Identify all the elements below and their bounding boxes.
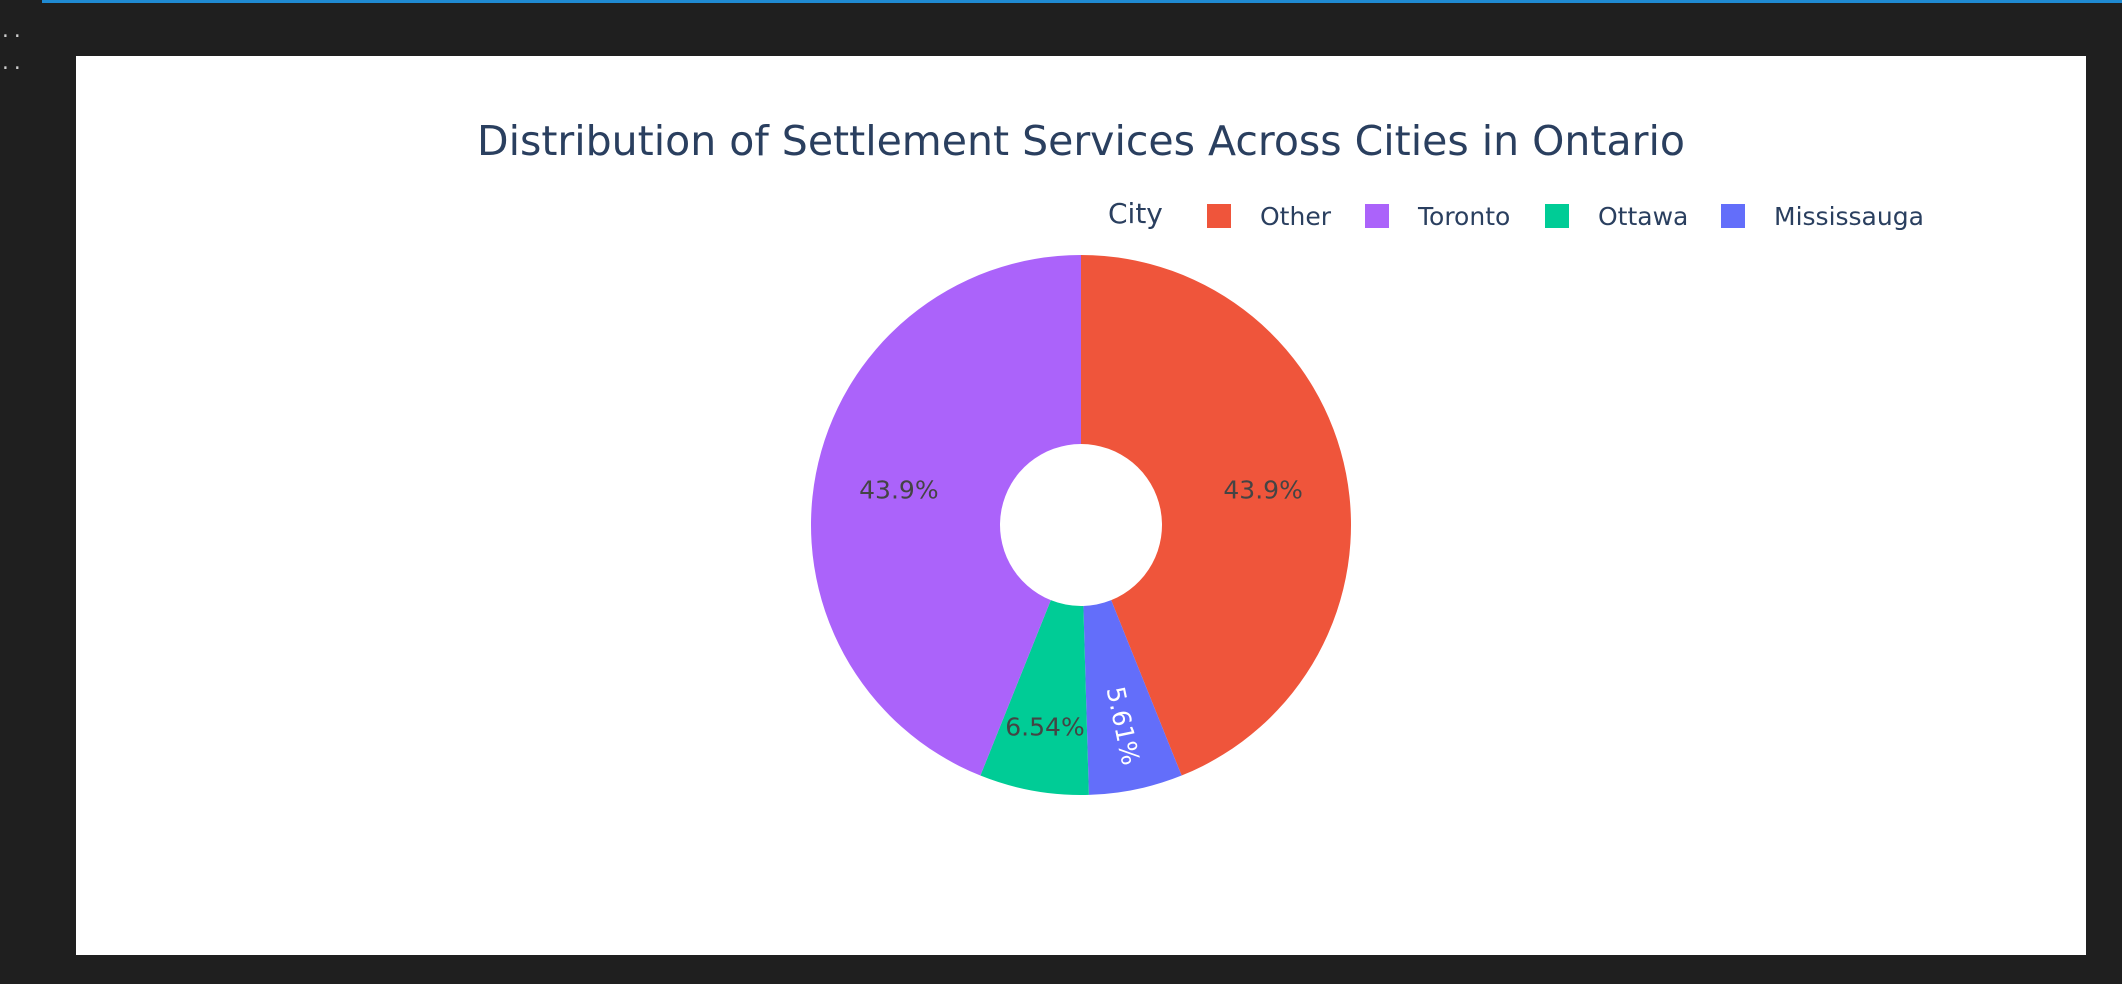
pie-chart: Distribution of Settlement Services Acro… bbox=[477, 117, 1924, 795]
pie-slice-label-toronto: 43.9% bbox=[859, 475, 938, 504]
pie-slice-mississauga[interactable] bbox=[1083, 600, 1182, 795]
pie-slice-other[interactable] bbox=[1081, 255, 1351, 776]
legend-swatch-toronto bbox=[1365, 204, 1389, 228]
cell-gutter-ellipsis[interactable]: .. .. bbox=[0, 16, 24, 80]
legend-item-other[interactable]: Other bbox=[1207, 202, 1332, 231]
legend-label-toronto: Toronto bbox=[1417, 202, 1510, 231]
gutter-ellipsis-line: .. bbox=[0, 53, 24, 74]
legend-label-mississauga: Mississauga bbox=[1774, 202, 1924, 231]
chart-title: Distribution of Settlement Services Acro… bbox=[477, 117, 1685, 165]
pie-slice-label-ottawa: 6.54% bbox=[1005, 713, 1084, 742]
legend-title: City bbox=[1108, 197, 1163, 230]
plot-panel: Distribution of Settlement Services Acro… bbox=[76, 56, 2086, 955]
pie-slices bbox=[811, 254, 1351, 795]
legend-item-ottawa[interactable]: Ottawa bbox=[1545, 202, 1688, 231]
legend-swatch-ottawa bbox=[1545, 204, 1569, 228]
legend-item-toronto[interactable]: Toronto bbox=[1365, 202, 1510, 231]
gutter-ellipsis-line: .. bbox=[0, 21, 24, 42]
legend-label-ottawa: Ottawa bbox=[1598, 202, 1688, 231]
pie-slice-label-other: 43.9% bbox=[1223, 475, 1302, 504]
legend: City Other Toronto Ottawa Mississauga bbox=[1108, 197, 1924, 231]
cell-focus-accent-bar bbox=[42, 0, 2122, 3]
pie-slice-toronto[interactable] bbox=[811, 254, 1081, 776]
pie-slice-ottawa[interactable] bbox=[980, 600, 1089, 795]
legend-swatch-other bbox=[1207, 204, 1231, 228]
legend-items: Other Toronto Ottawa Mississauga bbox=[1207, 202, 1924, 231]
legend-swatch-mississauga bbox=[1721, 204, 1745, 228]
legend-label-other: Other bbox=[1260, 202, 1332, 231]
legend-item-mississauga[interactable]: Mississauga bbox=[1721, 202, 1924, 231]
